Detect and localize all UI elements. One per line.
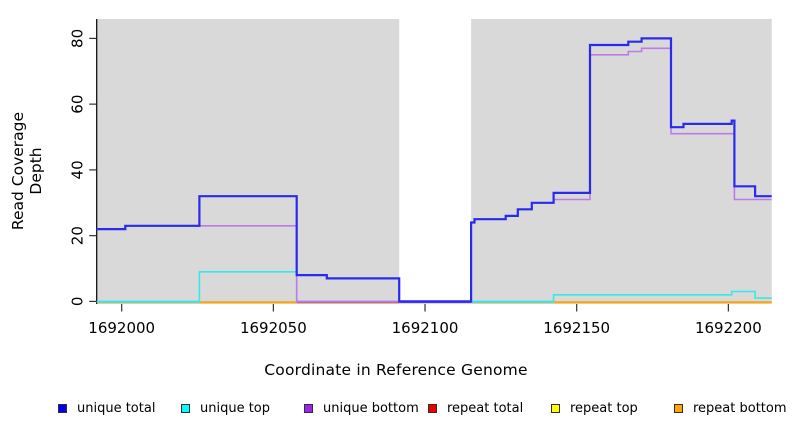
shaded-region bbox=[96, 19, 400, 304]
shaded-region bbox=[471, 19, 772, 304]
legend-label: repeat bottom bbox=[693, 400, 787, 416]
legend-label: unique top bbox=[200, 400, 271, 416]
legend-item: repeat top bbox=[551, 399, 638, 417]
legend-swatch bbox=[551, 403, 560, 413]
legend-item: unique bottom bbox=[304, 399, 419, 417]
y-tick-label: 40 bbox=[69, 160, 87, 179]
legend-label: unique total bbox=[77, 400, 156, 416]
legend-label: repeat top bbox=[570, 400, 638, 416]
legend-swatch bbox=[181, 403, 190, 413]
x-axis-title: Coordinate in Reference Genome bbox=[264, 361, 528, 379]
y-tick-label: 80 bbox=[69, 29, 87, 48]
legend-swatch bbox=[674, 403, 683, 413]
legend: unique total unique top unique bottom re… bbox=[0, 399, 792, 419]
legend-label: unique bottom bbox=[323, 400, 419, 416]
legend-item: unique total bbox=[58, 399, 155, 417]
legend-item: unique top bbox=[181, 399, 270, 417]
x-tick-label: 1692100 bbox=[392, 319, 459, 337]
x-tick-label: 1692050 bbox=[240, 319, 307, 337]
series-unique-total bbox=[96, 37, 772, 303]
x-tick-label: 1692000 bbox=[88, 319, 155, 337]
y-tick-label: 0 bbox=[69, 297, 87, 307]
y-tick-label: 20 bbox=[69, 226, 87, 245]
y-axis-title: Read Coverage Depth bbox=[9, 111, 45, 231]
legend-label: repeat total bbox=[447, 400, 524, 416]
series-unique-top bbox=[96, 271, 772, 303]
legend-swatch bbox=[58, 403, 67, 413]
legend-item: repeat total bbox=[428, 399, 523, 417]
x-tick-label: 1692200 bbox=[695, 319, 762, 337]
plot-area: 0 20 40 60 80 1692000 1692050 1692100 1692150 169… bbox=[69, 19, 772, 337]
y-tick-label: 60 bbox=[69, 95, 87, 114]
legend-item: repeat bottom bbox=[674, 399, 787, 417]
legend-swatch bbox=[304, 403, 313, 413]
x-tick-label: 1692150 bbox=[543, 319, 610, 337]
legend-swatch bbox=[428, 403, 437, 413]
